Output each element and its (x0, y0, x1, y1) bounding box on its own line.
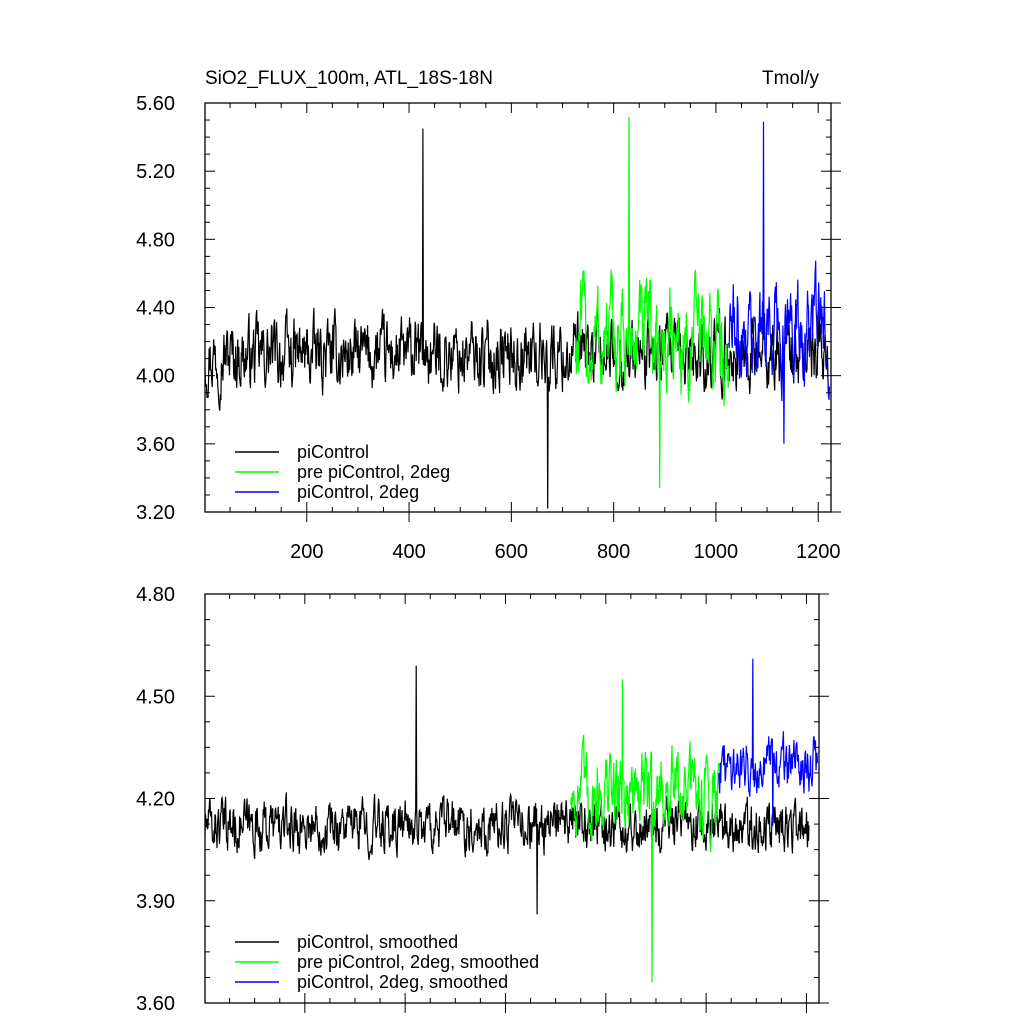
series-group (205, 658, 819, 983)
x-tick-label: 1000 (694, 541, 739, 563)
x-tick-label: 600 (495, 541, 528, 563)
units-label: Tmol/y (762, 68, 820, 89)
y-tick-label: 3.60 (136, 434, 175, 456)
y-tick-label: 4.20 (136, 789, 175, 811)
y-tick-label: 4.80 (136, 229, 175, 251)
x-tick-label: 800 (597, 541, 630, 563)
legend-label: piControl (297, 442, 369, 462)
y-tick-label: 3.90 (136, 891, 175, 913)
series-line-2 (728, 121, 831, 444)
legend-label: pre piControl, 2deg (297, 462, 450, 482)
x-tick-label: 400 (392, 541, 425, 563)
x-tick-label: 1200 (796, 541, 841, 563)
y-tick-label: 3.20 (136, 502, 175, 524)
y-tick-label: 4.00 (136, 366, 175, 388)
series-line-1 (570, 679, 720, 983)
series-group (205, 116, 831, 509)
series-line-1 (574, 116, 730, 489)
series-line-0 (205, 128, 829, 509)
y-tick-label: 5.20 (136, 161, 175, 183)
top-panel: 200 400 600 800 1000 1200 3.20 3.60 4.00 4.40 4.80… (136, 93, 841, 563)
y-tick-label: 4.50 (136, 686, 175, 708)
series-line-0 (205, 665, 810, 915)
y-tick-label: 4.80 (136, 584, 175, 606)
y-tick-label: 3.60 (136, 993, 175, 1015)
chart-title: SiO2_FLUX_100m, ATL_18S-18N (205, 68, 493, 89)
legend-label: piControl, smoothed (297, 932, 458, 952)
y-tick-label: 5.60 (136, 93, 175, 115)
legend-label: pre piControl, 2deg, smoothed (297, 952, 539, 972)
legend-label: piControl, 2deg (297, 482, 419, 502)
series-line-2 (718, 658, 819, 826)
legend-label: piControl, 2deg, smoothed (297, 972, 508, 992)
x-tick-label: 200 (290, 541, 323, 563)
y-tick-label: 4.40 (136, 298, 175, 320)
